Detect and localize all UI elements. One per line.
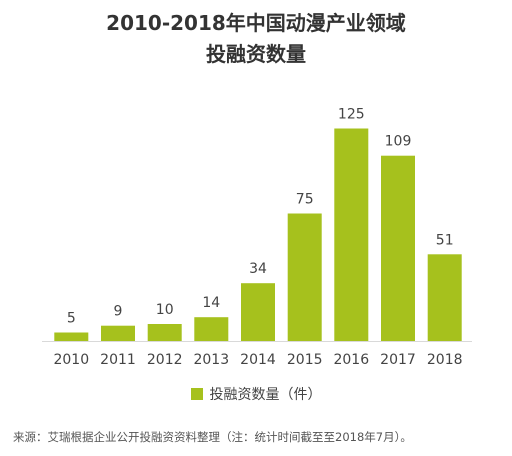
chart-legend: 投融资数量（件） — [0, 384, 512, 404]
data-label-2014: 34 — [249, 261, 267, 277]
legend-swatch — [190, 388, 203, 400]
chart-title: 2010-2018年中国动漫产业领域 投融资数量 — [0, 8, 512, 70]
chart-title-line-2: 投融资数量 — [206, 42, 306, 66]
x-tick-label-2010: 2010 — [53, 352, 89, 368]
bar-2011 — [101, 325, 135, 341]
data-label-2011: 9 — [114, 304, 123, 320]
data-label-2013: 14 — [202, 295, 220, 311]
data-label-2018: 51 — [436, 232, 454, 248]
data-label-2017: 109 — [385, 134, 412, 150]
source-note: 来源：艾瑞根据企业公开投融资资料整理（注：统计时间截至至2018年7月）。 — [13, 430, 412, 444]
chart-title-line-1: 2010-2018年中国动漫产业领域 — [106, 11, 406, 35]
bar-2016 — [334, 128, 369, 341]
x-tick-label-2017: 2017 — [380, 352, 416, 368]
bar-2017 — [381, 155, 415, 341]
data-label-2010: 5 — [67, 311, 76, 327]
bar-2018 — [427, 254, 462, 341]
data-label-2016: 125 — [338, 107, 365, 123]
x-tick-label-2018: 2018 — [427, 352, 463, 368]
x-tick-label-2013: 2013 — [193, 352, 229, 368]
bar-2010 — [54, 332, 89, 341]
bar-2012 — [147, 324, 182, 341]
x-tick-label-2012: 2012 — [147, 352, 183, 368]
bar-2015 — [287, 213, 322, 341]
data-label-2015: 75 — [296, 192, 314, 208]
bar-2014 — [241, 283, 275, 341]
legend-label: 投融资数量（件） — [209, 387, 322, 403]
data-label-2012: 10 — [156, 302, 174, 318]
x-tick-label-2015: 2015 — [287, 352, 323, 368]
x-tick-label-2014: 2014 — [240, 352, 276, 368]
x-tick-label-2011: 2011 — [100, 352, 136, 368]
bar-2013 — [194, 317, 229, 341]
x-tick-label-2016: 2016 — [333, 352, 369, 368]
